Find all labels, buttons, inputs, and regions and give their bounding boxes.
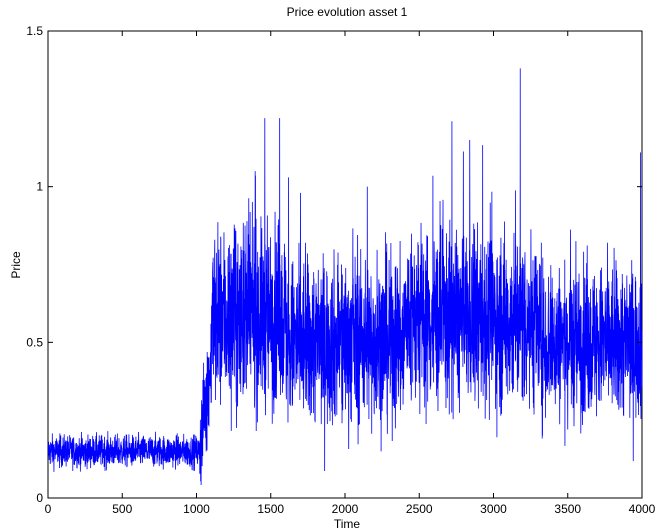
- y-axis-label: Price: [9, 251, 23, 279]
- plot-frame: [47, 30, 643, 499]
- plot-area: 0 500 1000 1500 2000 2500 3000 3500 4000 0 0.5 1 1.5: [26, 24, 655, 516]
- series-layer: [47, 68, 643, 485]
- x-tick-label: 4000: [629, 502, 656, 516]
- ticks-layer: 0 500 1000 1500 2000 2500 3000 3500 4000 0 0.5 1 1.5: [26, 24, 655, 516]
- x-tick-label: 1500: [257, 502, 284, 516]
- x-tick-label: 1000: [183, 502, 210, 516]
- x-axis-label: Time: [334, 517, 361, 531]
- y-tick-label: 1.5: [26, 24, 43, 38]
- x-tick-label: 0: [45, 502, 52, 516]
- x-tick-label: 3500: [554, 502, 581, 516]
- x-tick-label: 3000: [480, 502, 507, 516]
- price-series-line: [47, 68, 643, 485]
- x-tick-label: 2500: [406, 502, 433, 516]
- y-tick-label: 0: [36, 491, 43, 505]
- y-tick-label: 0.5: [26, 335, 43, 349]
- y-tick-label: 1: [36, 180, 43, 194]
- chart-title: Price evolution asset 1: [287, 5, 408, 19]
- x-tick-label: 500: [112, 502, 132, 516]
- x-tick-label: 2000: [332, 502, 359, 516]
